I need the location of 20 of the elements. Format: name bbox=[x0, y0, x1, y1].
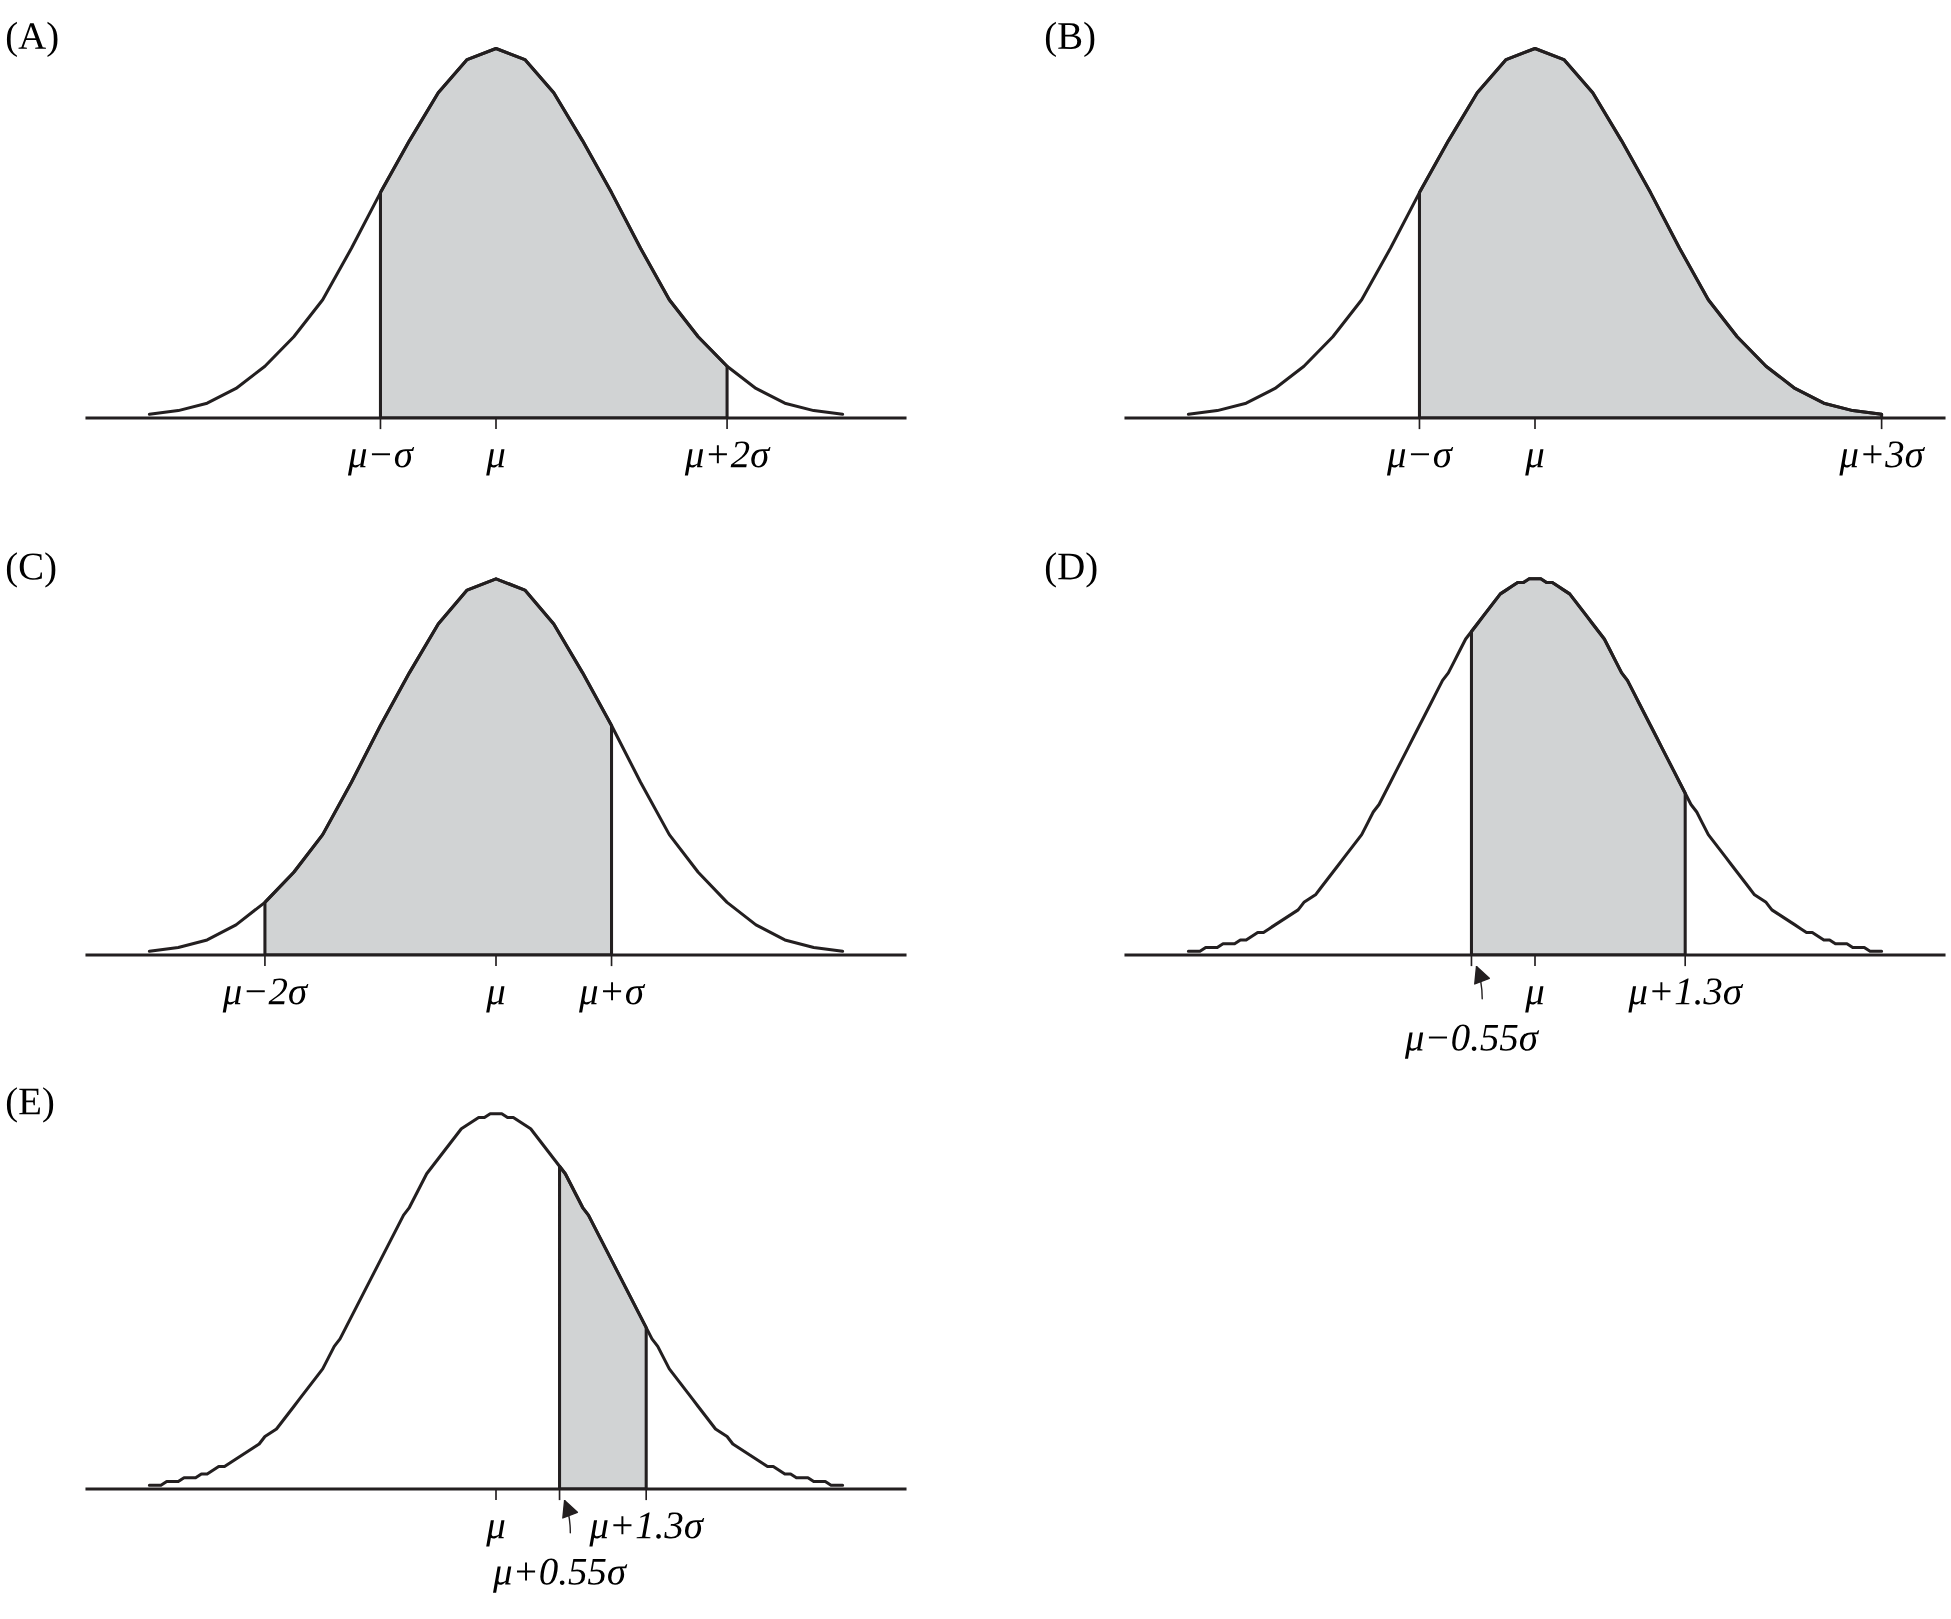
x-tick-label: μ−σ bbox=[1386, 447, 1454, 476]
chart-title: (E) bbox=[6, 1087, 54, 1123]
x-tick-label: μ+2σ bbox=[684, 441, 771, 476]
chart-title: (B) bbox=[1045, 21, 1095, 58]
x-tick-label: μ+0.55σ bbox=[493, 1558, 628, 1593]
chart-title: (C) bbox=[6, 552, 56, 588]
x-tick-label: μ−σ bbox=[347, 447, 415, 476]
x-tick-label: μ+1.3σ bbox=[1628, 978, 1744, 1013]
x-tick-label: μ−0.55σ bbox=[1404, 1024, 1540, 1059]
x-tick-label: μ+σ bbox=[579, 982, 646, 1013]
x-tick-label: μ+3σ bbox=[1839, 441, 1926, 476]
x-tick-label: μ bbox=[1525, 449, 1544, 476]
chart-title: (D) bbox=[1045, 552, 1097, 588]
x-tick-label: μ bbox=[486, 1520, 505, 1547]
chart-title: (A) bbox=[6, 21, 58, 58]
x-tick-label: μ+1.3σ bbox=[589, 1512, 705, 1547]
x-tick-label: μ bbox=[486, 449, 505, 476]
x-tick-label: μ bbox=[486, 986, 505, 1013]
x-tick-label: μ bbox=[1525, 986, 1544, 1013]
x-tick-label: μ−2σ bbox=[222, 978, 309, 1013]
